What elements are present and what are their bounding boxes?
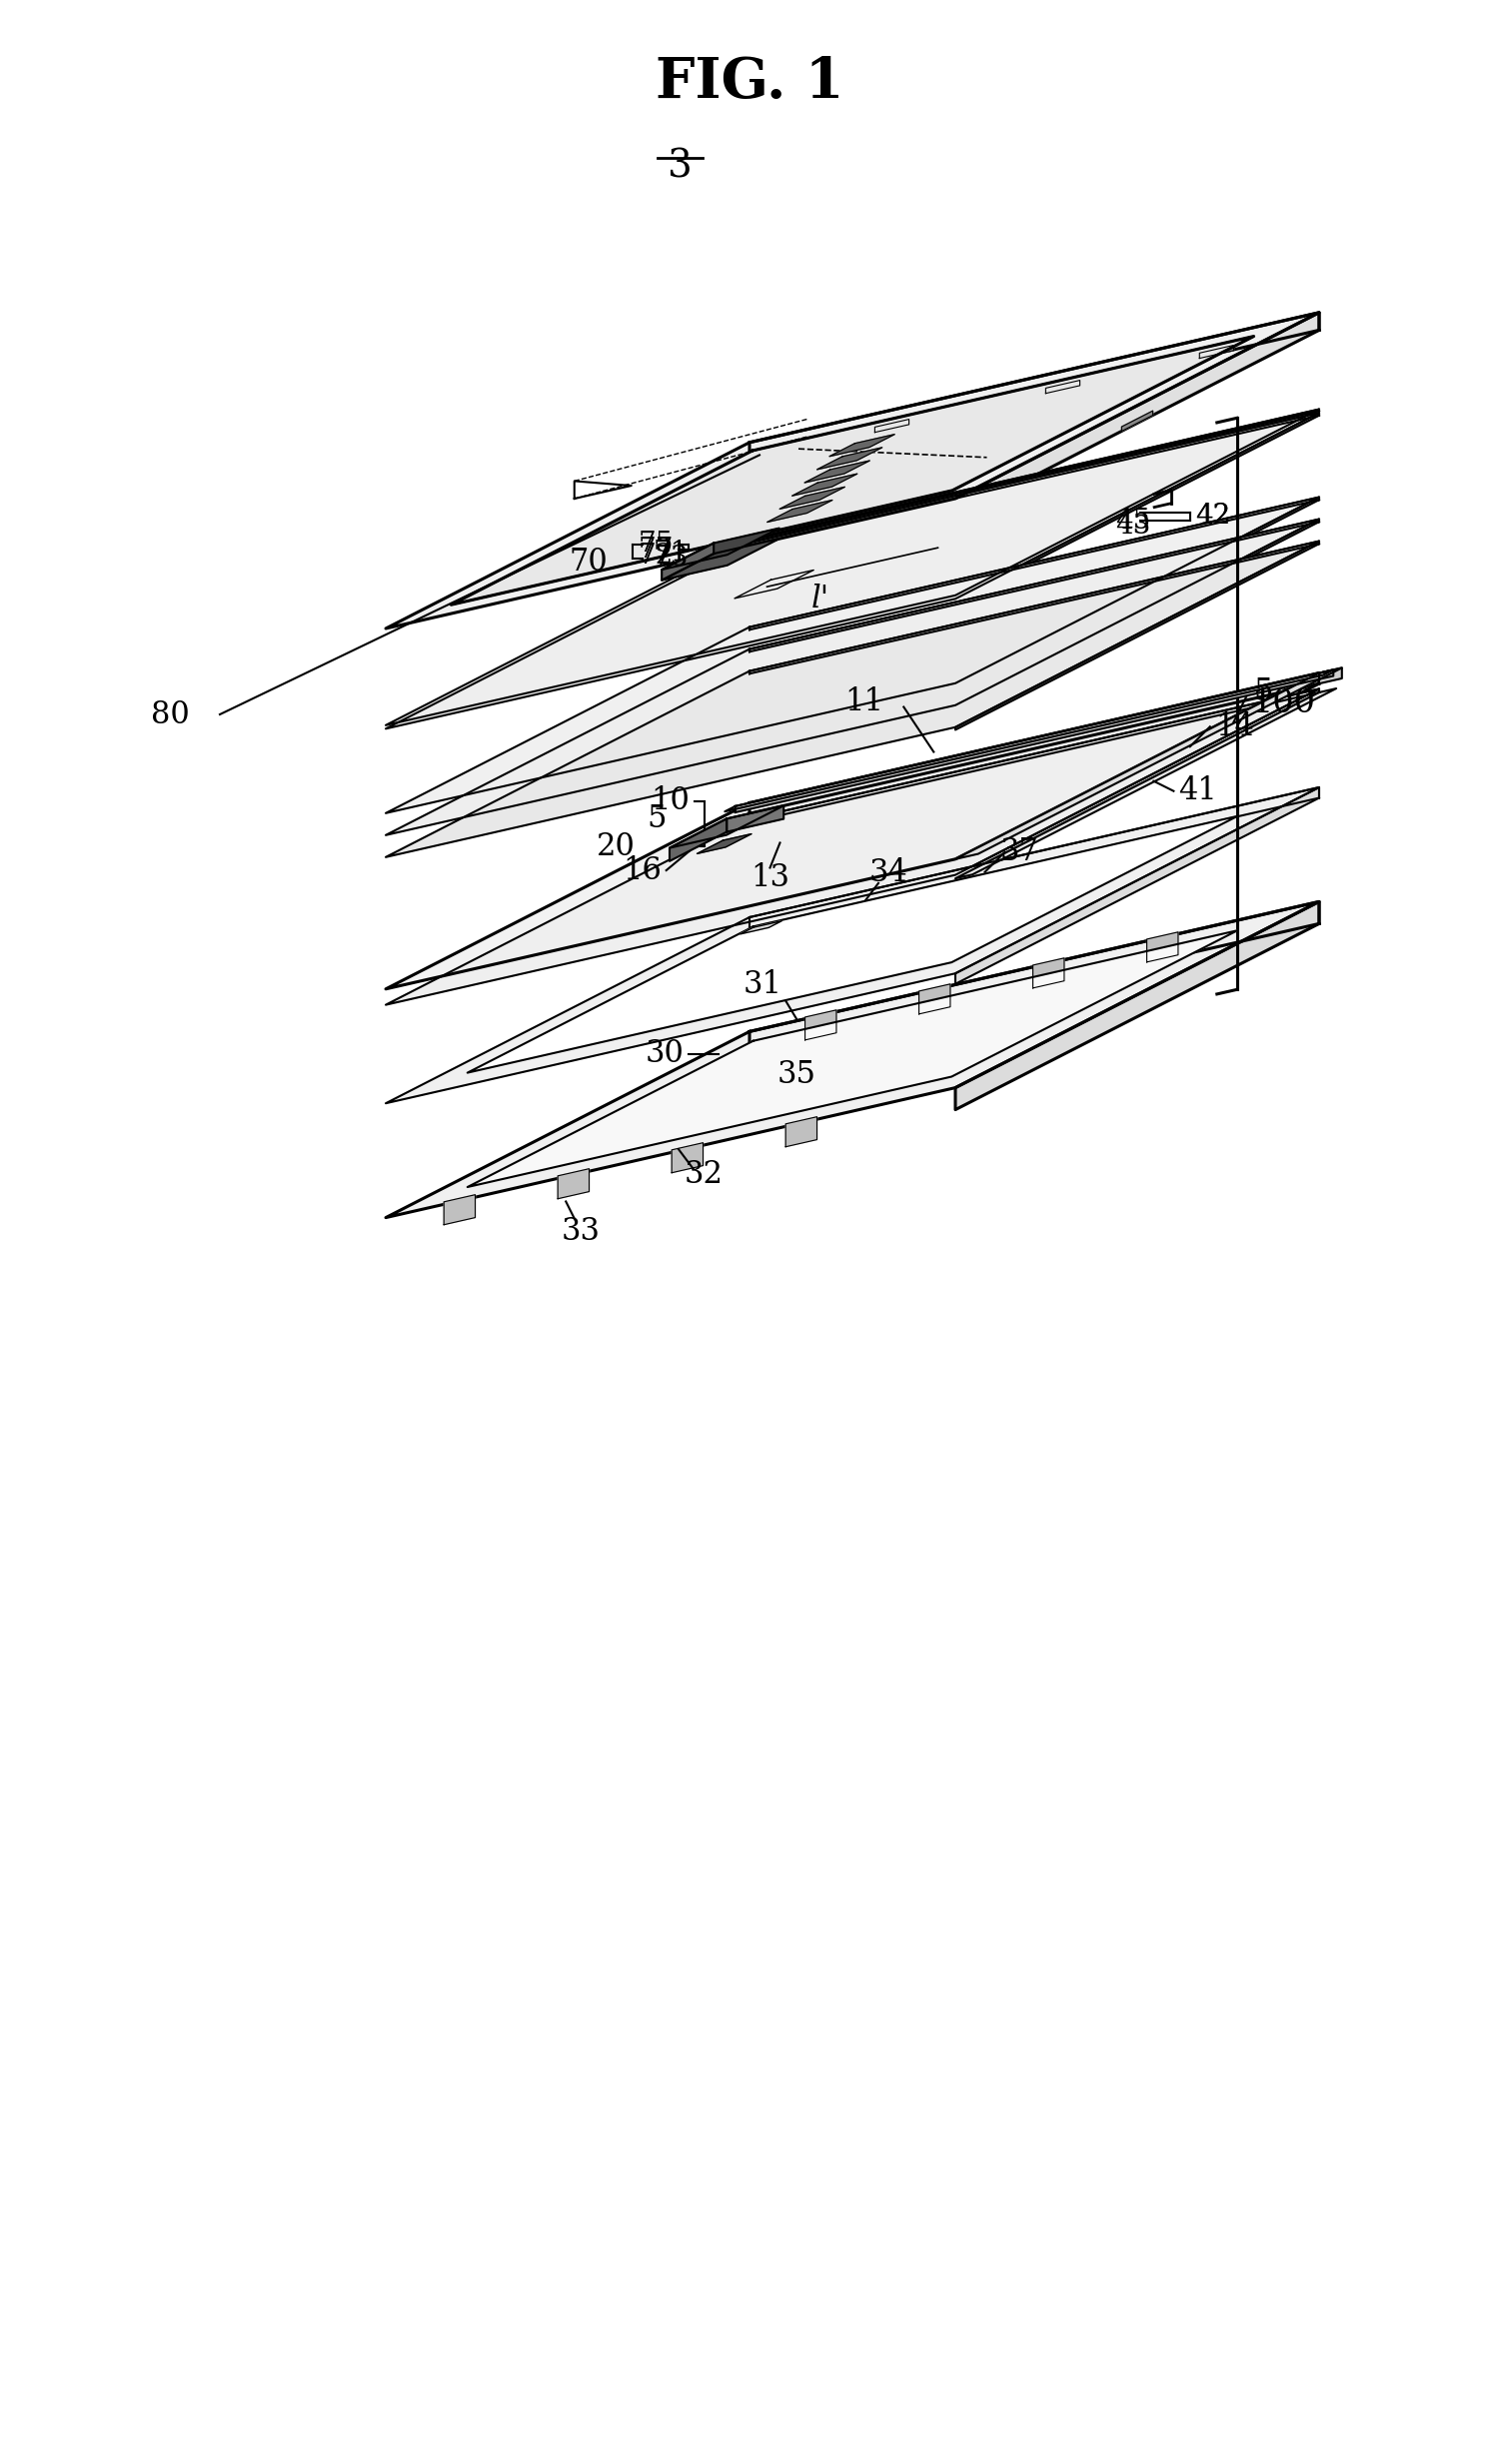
Polygon shape (750, 673, 1319, 813)
Polygon shape (386, 788, 1319, 1104)
Polygon shape (1033, 958, 1065, 988)
Polygon shape (804, 461, 870, 483)
Polygon shape (735, 670, 1333, 813)
Text: 34: 34 (869, 857, 908, 890)
Text: 73: 73 (654, 545, 688, 572)
Text: 80: 80 (151, 700, 190, 729)
Polygon shape (750, 409, 1319, 542)
Polygon shape (750, 313, 1319, 461)
Text: 16: 16 (622, 855, 661, 887)
Polygon shape (386, 313, 1319, 628)
Polygon shape (750, 520, 1319, 650)
Text: 5: 5 (1253, 678, 1273, 707)
Text: 31: 31 (742, 971, 782, 1000)
Text: 42: 42 (1194, 503, 1230, 530)
Polygon shape (955, 414, 1319, 601)
Polygon shape (955, 902, 1319, 1109)
Polygon shape (955, 498, 1319, 685)
Polygon shape (1045, 379, 1080, 394)
Polygon shape (955, 668, 1342, 860)
Polygon shape (741, 922, 782, 934)
Polygon shape (1146, 931, 1178, 961)
Text: 75: 75 (639, 532, 673, 557)
Polygon shape (452, 335, 1254, 604)
Text: 33: 33 (562, 1215, 601, 1247)
Polygon shape (727, 806, 783, 833)
Polygon shape (697, 833, 751, 853)
Text: 32: 32 (684, 1158, 723, 1190)
Polygon shape (386, 902, 1319, 1217)
Text: 72: 72 (639, 542, 673, 569)
Text: 45: 45 (1116, 508, 1151, 535)
Polygon shape (750, 788, 1319, 929)
Polygon shape (1199, 345, 1233, 357)
Polygon shape (830, 434, 895, 456)
Polygon shape (750, 690, 1319, 823)
Polygon shape (661, 540, 779, 579)
Text: FIG. 1: FIG. 1 (655, 54, 843, 111)
Polygon shape (386, 690, 1319, 1005)
Polygon shape (792, 473, 857, 495)
Text: 100: 100 (1251, 687, 1316, 719)
Polygon shape (955, 520, 1319, 707)
Text: 30: 30 (645, 1037, 684, 1069)
Text: 14: 14 (1215, 712, 1253, 742)
Polygon shape (750, 498, 1319, 631)
Polygon shape (780, 488, 845, 510)
Text: 35: 35 (777, 1060, 816, 1089)
Polygon shape (955, 687, 1336, 880)
Polygon shape (670, 806, 783, 848)
Polygon shape (386, 542, 1319, 857)
Polygon shape (386, 520, 1319, 835)
Polygon shape (467, 931, 1238, 1188)
Polygon shape (386, 498, 1319, 813)
Polygon shape (1122, 411, 1152, 431)
Text: 41: 41 (1179, 776, 1217, 806)
Polygon shape (955, 409, 1319, 596)
Polygon shape (672, 1143, 703, 1173)
Polygon shape (467, 816, 1238, 1072)
Polygon shape (816, 448, 883, 471)
Polygon shape (1319, 668, 1342, 683)
Text: 43: 43 (1116, 513, 1151, 540)
Text: 20: 20 (596, 830, 636, 862)
Polygon shape (386, 673, 1319, 988)
Polygon shape (786, 1116, 816, 1146)
Polygon shape (919, 983, 950, 1015)
Polygon shape (444, 1195, 476, 1225)
Polygon shape (750, 414, 1319, 545)
Polygon shape (955, 788, 1319, 983)
Text: 13: 13 (750, 862, 789, 894)
Polygon shape (557, 1168, 589, 1200)
Text: 10: 10 (651, 786, 690, 816)
Text: 70: 70 (569, 547, 608, 577)
Polygon shape (955, 542, 1319, 729)
Polygon shape (386, 414, 1319, 729)
Polygon shape (750, 902, 1319, 1055)
Text: 71: 71 (654, 540, 688, 567)
Polygon shape (750, 542, 1319, 673)
Polygon shape (386, 409, 1319, 724)
Text: 77: 77 (639, 537, 673, 564)
Text: 37: 37 (1000, 838, 1039, 867)
Polygon shape (661, 542, 714, 579)
Polygon shape (670, 818, 727, 860)
Text: 3: 3 (667, 148, 691, 185)
Text: l': l' (812, 584, 830, 616)
Polygon shape (724, 670, 1333, 811)
Polygon shape (806, 1010, 836, 1040)
Polygon shape (767, 500, 833, 522)
Text: 42: 42 (1194, 503, 1230, 530)
Polygon shape (661, 527, 779, 569)
Polygon shape (955, 313, 1319, 515)
Text: 5: 5 (648, 803, 667, 833)
Polygon shape (875, 419, 910, 431)
Polygon shape (955, 690, 1319, 880)
Text: 11: 11 (845, 687, 883, 717)
Polygon shape (955, 673, 1319, 870)
